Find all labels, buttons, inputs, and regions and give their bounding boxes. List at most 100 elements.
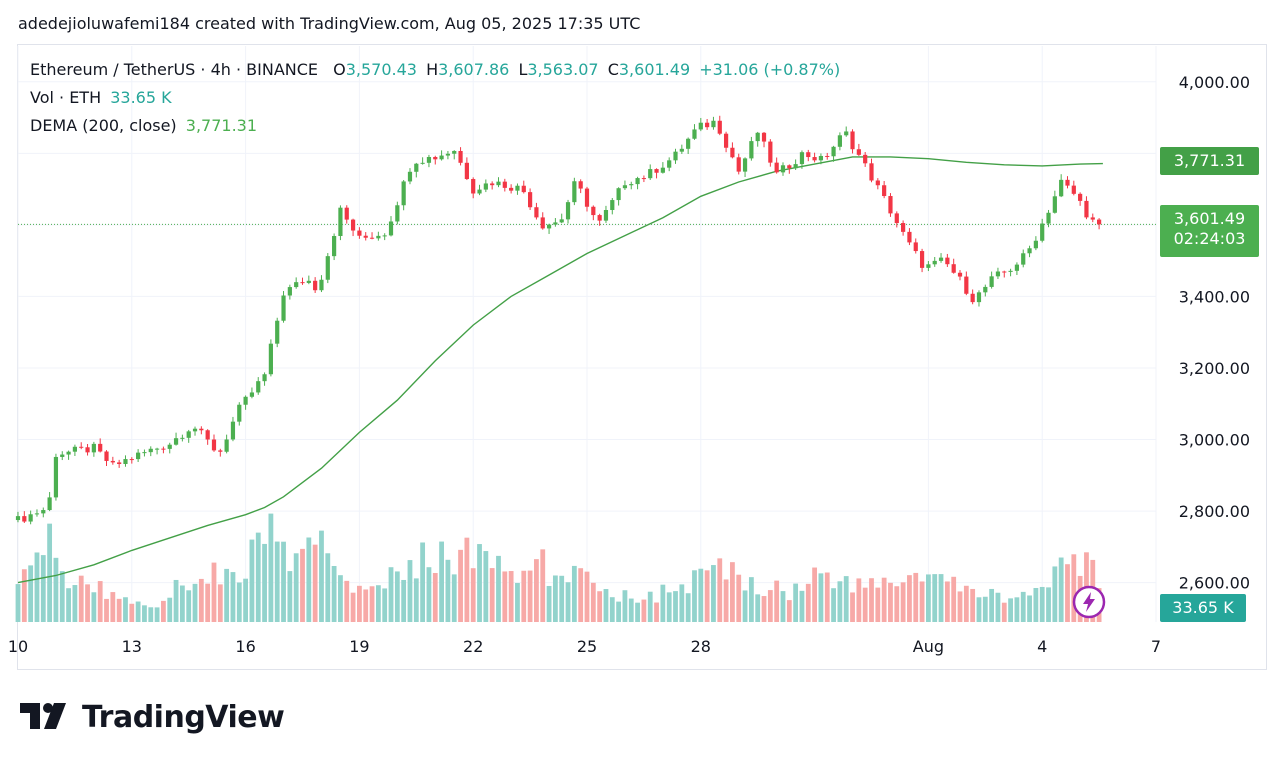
volume-bar xyxy=(818,573,824,622)
volume-bar xyxy=(350,592,356,622)
candle-body xyxy=(825,155,830,157)
volume-bar xyxy=(711,565,716,622)
candle-body xyxy=(401,181,406,206)
volume-bar xyxy=(995,592,1001,622)
lightning-icon[interactable] xyxy=(1072,585,1106,619)
candle-body xyxy=(831,146,836,157)
price-tick-label: 4,000.00 xyxy=(1179,73,1250,92)
candle-body xyxy=(667,160,672,168)
volume-bar xyxy=(951,576,957,622)
candle-body xyxy=(53,456,59,498)
volume-bar xyxy=(300,548,305,622)
candle-body xyxy=(433,156,438,160)
candle-body xyxy=(1027,248,1032,254)
candle-body xyxy=(919,251,925,268)
candle-body xyxy=(47,497,52,511)
volume-bar xyxy=(888,582,893,622)
volume-bar xyxy=(938,574,944,622)
volume-bars xyxy=(15,513,1102,622)
volume-bar xyxy=(628,598,634,622)
volume-bar xyxy=(154,607,160,622)
candle-body xyxy=(275,320,280,344)
candle-body xyxy=(224,439,229,452)
candle-body xyxy=(610,200,615,211)
volume-bar xyxy=(976,597,982,622)
last-price-value: 3,601.49 xyxy=(1173,209,1246,228)
candle-body xyxy=(477,189,482,194)
volume-bar xyxy=(578,568,584,622)
time-tick-label: 13 xyxy=(122,637,142,656)
candle-body xyxy=(1052,196,1057,213)
volume-bar xyxy=(635,602,640,622)
volume-bar xyxy=(843,576,849,622)
legend-open: 3,570.43 xyxy=(345,60,417,79)
volume-bar xyxy=(338,575,343,622)
volume-bar xyxy=(799,590,805,622)
candle-body xyxy=(464,162,469,180)
volume-bar xyxy=(148,607,154,622)
candle-body xyxy=(338,207,343,237)
candle-body xyxy=(72,446,77,452)
candle-body xyxy=(332,236,337,257)
candle-body xyxy=(79,446,84,448)
volume-bar xyxy=(692,570,697,622)
candle-body xyxy=(91,443,96,453)
candle-body xyxy=(641,178,646,180)
volume-bar xyxy=(249,539,255,622)
candle-body xyxy=(319,279,324,291)
legend-vol-value: 33.65 K xyxy=(110,88,172,107)
candle-body xyxy=(243,396,248,405)
tradingview-brand[interactable]: TradingView xyxy=(20,700,285,735)
candle-body xyxy=(1014,264,1020,271)
volume-bar xyxy=(609,597,615,622)
volume-bar xyxy=(1014,597,1020,622)
candle-body xyxy=(951,264,956,273)
volume-bar xyxy=(28,565,34,622)
volume-bar xyxy=(919,581,925,622)
attribution-text: adedejioluwafemi184 created with Trading… xyxy=(18,14,641,33)
candle-body xyxy=(679,148,684,152)
volume-bar xyxy=(179,585,185,622)
volume-bar xyxy=(489,568,495,622)
volume-bar xyxy=(913,572,919,622)
volume-bar xyxy=(786,600,792,622)
candle-body xyxy=(648,169,653,179)
legend-dema-label: DEMA (200, close) xyxy=(30,116,177,135)
candle-body xyxy=(995,271,1001,277)
candle-body xyxy=(812,157,817,161)
volume-bar xyxy=(597,591,603,622)
volume-bar xyxy=(862,587,868,622)
volume-bar xyxy=(224,568,230,622)
candle-body xyxy=(192,428,198,432)
volume-bar xyxy=(470,568,476,622)
dema-line xyxy=(17,156,1103,584)
candle-body xyxy=(452,150,457,154)
candle-body xyxy=(439,155,444,160)
candle-body xyxy=(237,404,242,422)
volume-bar xyxy=(91,592,97,622)
volume-bar xyxy=(742,590,748,622)
candle-body xyxy=(837,135,842,147)
candle-body xyxy=(983,286,988,293)
volume-bar xyxy=(869,578,874,622)
candle-body xyxy=(85,447,90,453)
volume-bar xyxy=(47,523,53,622)
volume-bar xyxy=(926,574,931,622)
candle-body xyxy=(761,132,767,142)
volume-bar xyxy=(780,591,786,622)
candle-body xyxy=(799,152,805,165)
volume-bar xyxy=(104,598,109,622)
time-tick-label: Aug xyxy=(913,637,944,656)
candle-body xyxy=(407,171,413,182)
price-tick-label: 3,400.00 xyxy=(1179,287,1250,306)
volume-bar xyxy=(78,575,84,622)
volume-bar xyxy=(761,596,767,622)
volume-bar xyxy=(167,597,173,622)
candle-body xyxy=(211,439,217,451)
candle-body xyxy=(471,179,476,194)
volume-bar xyxy=(831,588,836,622)
candle-body xyxy=(989,276,994,287)
volume-bar xyxy=(730,562,735,622)
candle-body xyxy=(388,221,394,236)
